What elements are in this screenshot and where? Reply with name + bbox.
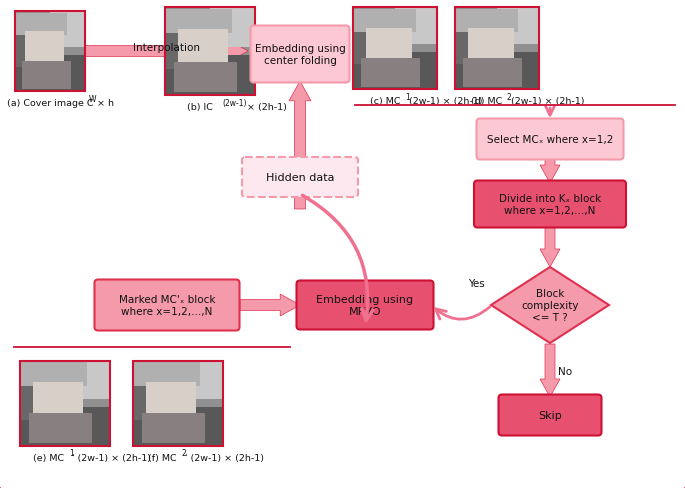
Bar: [22, 61, 71, 89]
Bar: [133, 407, 223, 446]
Bar: [174, 62, 237, 93]
Polygon shape: [289, 82, 311, 209]
Text: Embedding using
MPVO: Embedding using MPVO: [316, 294, 414, 317]
FancyBboxPatch shape: [477, 119, 623, 160]
Bar: [353, 10, 416, 33]
Polygon shape: [85, 41, 248, 63]
FancyBboxPatch shape: [251, 26, 349, 83]
Bar: [455, 8, 539, 90]
Bar: [455, 53, 539, 90]
Text: 1: 1: [405, 93, 410, 102]
Bar: [178, 361, 223, 399]
Bar: [165, 56, 255, 96]
Polygon shape: [255, 41, 337, 63]
Bar: [362, 59, 420, 87]
Bar: [353, 53, 437, 90]
Bar: [165, 34, 182, 69]
Text: (e) MC: (e) MC: [34, 452, 64, 462]
Bar: [20, 361, 110, 446]
Bar: [463, 59, 522, 87]
Bar: [15, 14, 68, 36]
Bar: [468, 28, 514, 60]
Bar: [20, 361, 110, 446]
Text: Yes: Yes: [468, 279, 484, 288]
Bar: [210, 8, 255, 47]
Bar: [15, 36, 27, 68]
Bar: [497, 8, 539, 45]
Polygon shape: [491, 267, 609, 343]
FancyBboxPatch shape: [95, 280, 240, 331]
Bar: [65, 361, 110, 399]
Bar: [165, 10, 232, 34]
Text: (a) Cover image C: (a) Cover image C: [7, 99, 93, 108]
Bar: [25, 32, 64, 62]
Bar: [50, 12, 85, 48]
Bar: [15, 12, 85, 92]
Text: ' (2w-1) × (2h-1): ' (2w-1) × (2h-1): [72, 452, 151, 462]
Text: Skip: Skip: [538, 410, 562, 420]
Bar: [353, 8, 437, 90]
Text: Interpolation: Interpolation: [134, 43, 201, 53]
Bar: [179, 30, 228, 63]
Text: × (2h-1): × (2h-1): [244, 103, 287, 112]
Bar: [455, 33, 470, 65]
Bar: [15, 56, 85, 92]
Text: 2: 2: [507, 93, 512, 102]
FancyBboxPatch shape: [297, 281, 434, 330]
Text: ' (2w-1) × (2h-1): ' (2w-1) × (2h-1): [185, 452, 264, 462]
Text: Divide into Kₓ block
where x=1,2,...,N: Divide into Kₓ block where x=1,2,...,N: [499, 193, 601, 216]
Text: (c) MC: (c) MC: [370, 97, 400, 106]
Bar: [395, 8, 437, 45]
Polygon shape: [540, 345, 560, 397]
Bar: [455, 8, 539, 90]
FancyBboxPatch shape: [242, 158, 358, 198]
Polygon shape: [540, 158, 560, 183]
Text: (2w-1) × (2h-1): (2w-1) × (2h-1): [511, 97, 584, 106]
Bar: [133, 386, 149, 420]
Text: (2w-1) × (2h-1): (2w-1) × (2h-1): [409, 97, 482, 106]
Text: (f) MC: (f) MC: [148, 452, 176, 462]
Bar: [15, 12, 85, 92]
Text: No: No: [558, 366, 572, 376]
Bar: [147, 382, 196, 414]
Text: Embedding using
center folding: Embedding using center folding: [255, 44, 345, 66]
Polygon shape: [540, 225, 560, 267]
FancyBboxPatch shape: [499, 395, 601, 436]
Bar: [455, 10, 518, 33]
Text: Block
complexity
<= T ?: Block complexity <= T ?: [521, 288, 579, 323]
Bar: [366, 28, 412, 60]
Text: 1: 1: [69, 448, 74, 458]
Bar: [165, 8, 255, 96]
Bar: [29, 413, 92, 443]
Bar: [133, 361, 223, 446]
Bar: [20, 363, 88, 386]
Bar: [20, 407, 110, 446]
Text: Select MCₓ where x=1,2: Select MCₓ where x=1,2: [487, 135, 613, 145]
Bar: [133, 361, 223, 446]
Bar: [34, 382, 83, 414]
Text: 2: 2: [182, 448, 187, 458]
Bar: [20, 386, 36, 420]
Bar: [353, 8, 437, 90]
Bar: [133, 363, 201, 386]
Text: (b) IC: (b) IC: [187, 103, 213, 112]
Bar: [142, 413, 205, 443]
Bar: [165, 8, 255, 96]
Text: × h: × h: [94, 99, 114, 108]
Text: (2w-1): (2w-1): [222, 99, 247, 108]
Polygon shape: [240, 294, 300, 316]
FancyBboxPatch shape: [474, 181, 626, 228]
Bar: [353, 33, 368, 65]
Text: Hidden data: Hidden data: [266, 173, 334, 183]
Text: Marked MC'ₓ block
where x=1,2,...,N: Marked MC'ₓ block where x=1,2,...,N: [119, 294, 215, 317]
Text: (d) MC: (d) MC: [471, 97, 503, 106]
Text: W: W: [89, 95, 97, 104]
